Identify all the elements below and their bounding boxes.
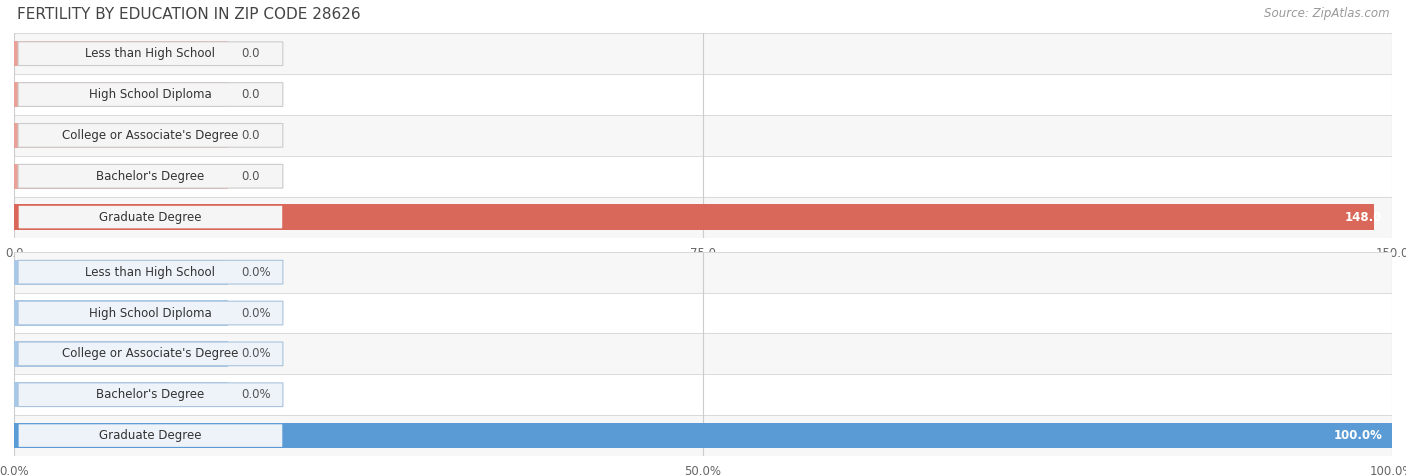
Bar xyxy=(14,82,228,107)
Bar xyxy=(14,423,1392,448)
Bar xyxy=(14,197,1392,238)
Bar xyxy=(14,382,228,408)
Text: Less than High School: Less than High School xyxy=(86,47,215,60)
FancyBboxPatch shape xyxy=(18,342,283,366)
FancyBboxPatch shape xyxy=(18,83,283,106)
Text: 100.0%: 100.0% xyxy=(1333,429,1382,442)
Bar xyxy=(14,41,228,66)
Bar xyxy=(14,33,1392,74)
Text: 0.0%: 0.0% xyxy=(242,306,271,320)
Text: Less than High School: Less than High School xyxy=(86,266,215,279)
FancyBboxPatch shape xyxy=(18,260,283,284)
FancyBboxPatch shape xyxy=(18,42,283,66)
Bar xyxy=(14,156,1392,197)
Text: Graduate Degree: Graduate Degree xyxy=(100,429,201,442)
Text: 0.0: 0.0 xyxy=(242,47,260,60)
Bar xyxy=(14,252,1392,293)
Text: 0.0: 0.0 xyxy=(242,129,260,142)
Text: 148.0: 148.0 xyxy=(1346,210,1382,224)
Text: 0.0%: 0.0% xyxy=(242,388,271,401)
FancyBboxPatch shape xyxy=(18,301,283,325)
Bar xyxy=(14,374,1392,415)
Text: 0.0: 0.0 xyxy=(242,88,260,101)
FancyBboxPatch shape xyxy=(18,164,283,188)
Text: Source: ZipAtlas.com: Source: ZipAtlas.com xyxy=(1264,7,1389,20)
Bar xyxy=(14,415,1392,456)
Text: 0.0%: 0.0% xyxy=(242,266,271,279)
Bar xyxy=(14,115,1392,156)
Bar xyxy=(14,163,228,189)
Text: Bachelor's Degree: Bachelor's Degree xyxy=(97,170,205,183)
Text: High School Diploma: High School Diploma xyxy=(89,306,212,320)
Bar xyxy=(14,123,228,148)
Text: 0.0: 0.0 xyxy=(242,170,260,183)
Bar xyxy=(14,74,1392,115)
Bar xyxy=(14,333,1392,374)
FancyBboxPatch shape xyxy=(18,424,283,447)
FancyBboxPatch shape xyxy=(18,124,283,147)
Text: FERTILITY BY EDUCATION IN ZIP CODE 28626: FERTILITY BY EDUCATION IN ZIP CODE 28626 xyxy=(17,7,360,22)
Bar xyxy=(14,259,228,285)
Text: College or Associate's Degree: College or Associate's Degree xyxy=(62,347,239,361)
Text: High School Diploma: High School Diploma xyxy=(89,88,212,101)
Bar xyxy=(14,300,228,326)
Bar xyxy=(14,341,228,367)
Bar xyxy=(14,293,1392,333)
Bar xyxy=(14,204,1374,230)
FancyBboxPatch shape xyxy=(18,205,283,229)
Text: College or Associate's Degree: College or Associate's Degree xyxy=(62,129,239,142)
Text: Bachelor's Degree: Bachelor's Degree xyxy=(97,388,205,401)
Text: Graduate Degree: Graduate Degree xyxy=(100,210,201,224)
FancyBboxPatch shape xyxy=(18,383,283,407)
Text: 0.0%: 0.0% xyxy=(242,347,271,361)
